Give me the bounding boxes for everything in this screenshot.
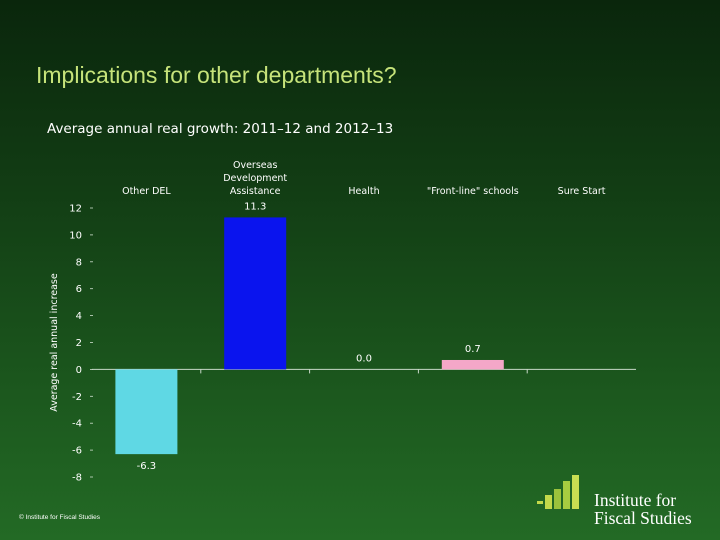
bar bbox=[441, 359, 504, 370]
y-tick-label: -6 bbox=[72, 446, 82, 457]
y-tick-label: 0 bbox=[76, 365, 82, 376]
y-axis-label: Average real annual increase bbox=[49, 273, 60, 412]
y-tick-label: 2 bbox=[76, 338, 82, 349]
category-label: Health bbox=[348, 186, 379, 197]
y-tick-label: 12 bbox=[69, 204, 82, 215]
slide-title: Implications for other departments? bbox=[36, 62, 397, 88]
category-label: Other DEL bbox=[122, 186, 171, 197]
data-label: 11.3 bbox=[244, 201, 266, 212]
copyright-footer: © Institute for Fiscal Studies bbox=[19, 514, 101, 521]
data-label: -6.3 bbox=[137, 461, 157, 472]
category-label: Overseas bbox=[233, 160, 277, 171]
y-tick-label: 8 bbox=[76, 257, 82, 268]
category-label: "Front-line" schools bbox=[427, 186, 519, 197]
category-label: Sure Start bbox=[558, 186, 606, 197]
bar bbox=[115, 369, 178, 455]
slide-subtitle: Average annual real growth: 2011–12 and … bbox=[47, 121, 394, 137]
logo-line-1: Institute for bbox=[594, 490, 677, 510]
y-tick-label: 10 bbox=[69, 230, 82, 241]
y-tick-label: 4 bbox=[76, 311, 82, 322]
data-label: 0.7 bbox=[465, 344, 481, 355]
category-label: Development bbox=[223, 173, 287, 184]
ifs-bars-logo-icon bbox=[537, 475, 579, 509]
data-label: 0.0 bbox=[356, 353, 372, 364]
logo-wordmark: Institute for Fiscal Studies bbox=[594, 491, 692, 527]
ifs-logo: Institute for Fiscal Studies bbox=[536, 472, 716, 532]
y-tick-label: -2 bbox=[72, 392, 82, 403]
y-tick-label: -8 bbox=[72, 473, 82, 484]
logo-line-2: Fiscal Studies bbox=[594, 508, 692, 528]
bar bbox=[224, 217, 287, 370]
category-label: Assistance bbox=[230, 186, 281, 197]
y-tick-label: -4 bbox=[72, 419, 82, 430]
y-tick-label: 6 bbox=[76, 284, 82, 295]
